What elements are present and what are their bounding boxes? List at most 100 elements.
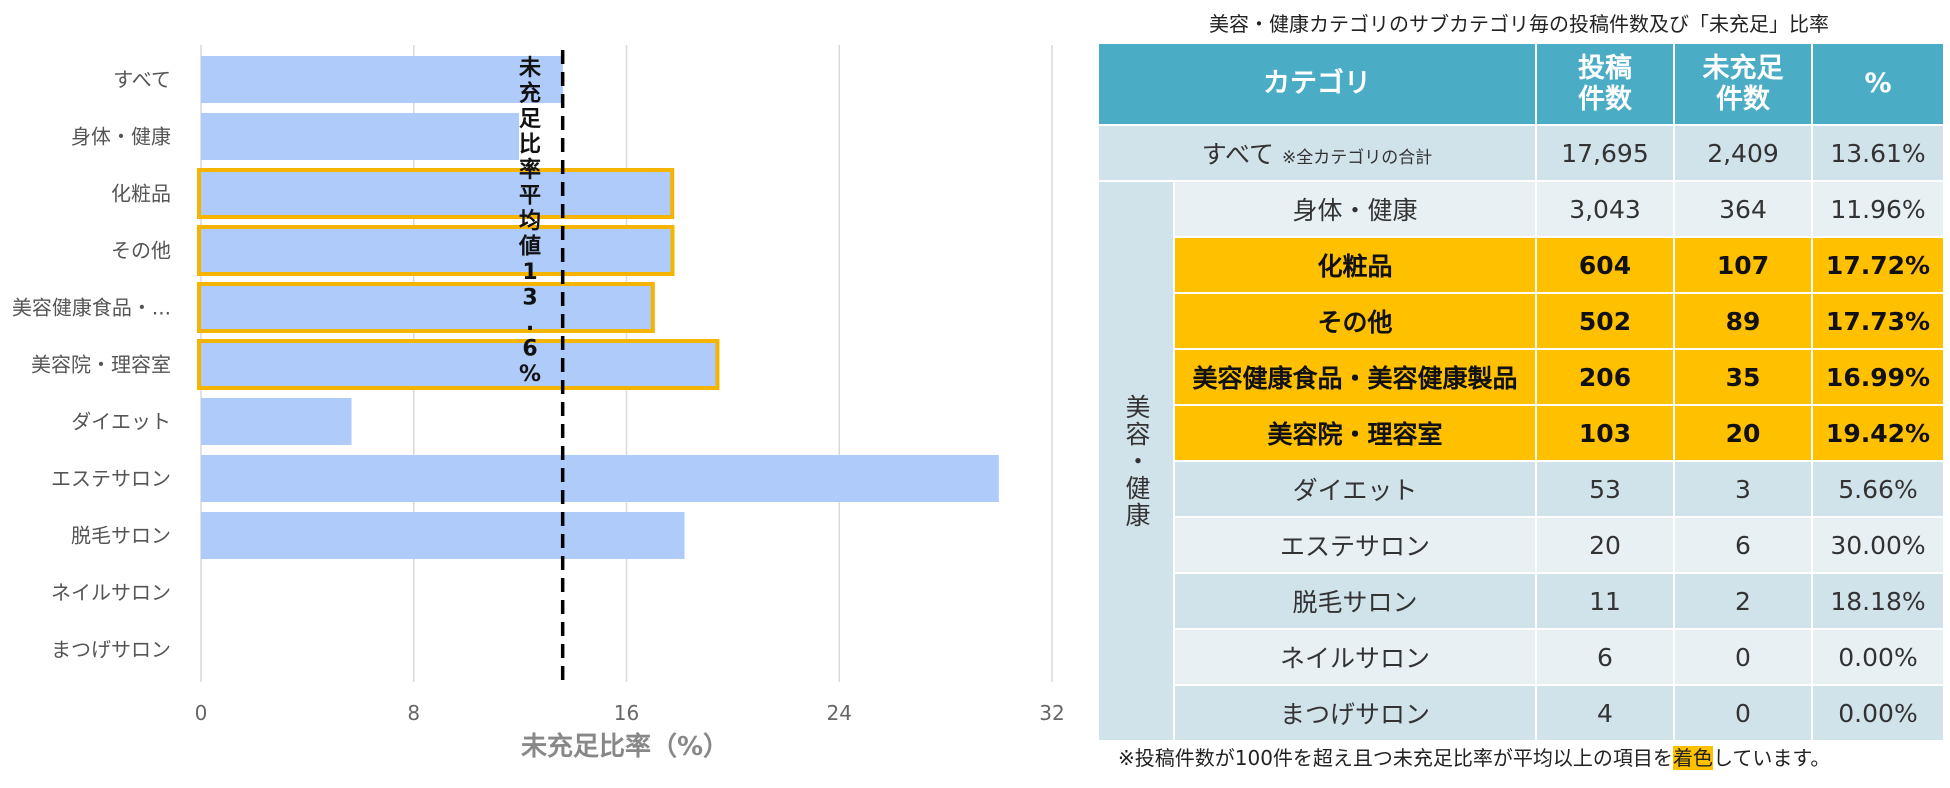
cell-pct: 18.18%	[1811, 572, 1945, 630]
total-posts: 17,695	[1535, 124, 1675, 182]
cell-unmet: 3	[1673, 460, 1813, 518]
cell-category: まつげサロン	[1173, 684, 1537, 742]
table-row: 美容院・理容室 103 20 19.42%	[1098, 404, 1945, 462]
cell-pct: 17.72%	[1811, 236, 1945, 294]
x-tick-label: 0	[195, 701, 208, 725]
category-label: エステサロン	[51, 467, 171, 491]
x-tick-label: 16	[614, 701, 639, 725]
cell-pct: 17.73%	[1811, 292, 1945, 350]
total-label-cell: すべて ※全カテゴリの合計	[1097, 124, 1537, 182]
cell-category: 美容健康食品・美容健康製品	[1173, 348, 1537, 406]
cell-pct: 16.99%	[1811, 348, 1945, 406]
category-label: 身体・健康	[71, 125, 171, 149]
table-row: 化粧品 604 107 17.72%	[1098, 236, 1945, 294]
cell-pct: 5.66%	[1811, 460, 1945, 518]
cell-category: 美容院・理容室	[1173, 404, 1537, 462]
category-label: 美容健康食品・...	[12, 296, 171, 320]
table-row: 美容健康食品・美容健康製品 206 35 16.99%	[1098, 348, 1945, 406]
x-tick-labels: 0 8 16 24 32	[195, 701, 1065, 725]
cell-pct: 0.00%	[1811, 684, 1945, 742]
header-posts: 投稿 件数	[1535, 42, 1675, 126]
bar-highlight-border	[197, 225, 675, 276]
table-row: 美容・健康 身体・健康 3,043 364 11.96%	[1097, 180, 1945, 742]
cell-posts: 103	[1535, 404, 1675, 462]
cell-posts: 4	[1535, 684, 1675, 742]
bar	[201, 341, 718, 388]
reference-label: 未充足比率平均値 1 3. 6%	[518, 56, 541, 387]
table-row: まつげサロン 4 0 0.00%	[1098, 684, 1945, 742]
table-row: 脱毛サロン 11 2 18.18%	[1098, 572, 1945, 630]
cell-posts: 3,043	[1535, 180, 1675, 238]
cell-unmet: 364	[1673, 180, 1813, 238]
cell-unmet: 2	[1673, 572, 1813, 630]
cell-unmet: 6	[1673, 516, 1813, 574]
header-category: カテゴリ	[1097, 42, 1537, 126]
cell-posts: 6	[1535, 628, 1675, 686]
category-label: ダイエット	[71, 410, 171, 434]
bar	[201, 113, 520, 160]
table-header-row: カテゴリ 投稿 件数 未充足 件数 %	[1097, 42, 1945, 126]
category-label: 脱毛サロン	[71, 524, 171, 548]
category-label: ネイルサロン	[51, 581, 171, 605]
header-unmet: 未充足 件数	[1673, 42, 1813, 126]
bar	[201, 455, 999, 502]
bar	[201, 512, 685, 559]
cell-pct: 19.42%	[1811, 404, 1945, 462]
bar	[201, 56, 563, 103]
category-label: その他	[111, 239, 171, 263]
category-label: 美容院・理容室	[31, 353, 171, 377]
cell-unmet: 89	[1673, 292, 1813, 350]
cell-posts: 502	[1535, 292, 1675, 350]
group-label-cell: 美容・健康	[1097, 180, 1175, 742]
table-row: ダイエット 53 3 5.66%	[1098, 460, 1945, 518]
x-tick-label: 8	[407, 701, 420, 725]
bar-highlight-border	[197, 339, 720, 390]
bar	[201, 170, 673, 217]
cell-pct: 30.00%	[1811, 516, 1945, 574]
data-table: カテゴリ 投稿 件数 未充足 件数 % すべて ※全カテゴリの合計 17,695 2…	[1097, 42, 1945, 742]
cell-posts: 11	[1535, 572, 1675, 630]
cell-category: 化粧品	[1173, 236, 1537, 294]
table-title: 美容・健康カテゴリのサブカテゴリ毎の投稿件数及び「未充足」比率	[1209, 12, 1829, 36]
category-label: 化粧品	[111, 182, 171, 206]
x-tick-label: 32	[1039, 701, 1064, 725]
bar	[201, 398, 352, 445]
cell-posts: 604	[1535, 236, 1675, 294]
header-pct: %	[1811, 42, 1945, 126]
bar-series	[197, 56, 999, 559]
cell-category: ネイルサロン	[1173, 628, 1537, 686]
cell-posts: 206	[1535, 348, 1675, 406]
x-tick-label: 24	[827, 701, 852, 725]
cell-category: 脱毛サロン	[1173, 572, 1537, 630]
cell-category: エステサロン	[1173, 516, 1537, 574]
cell-unmet: 0	[1673, 684, 1813, 742]
cell-pct: 0.00%	[1811, 628, 1945, 686]
cell-category: 身体・健康	[1173, 180, 1537, 238]
x-axis-label: 未充足比率（%）	[521, 731, 729, 762]
table-row: ネイルサロン 6 0 0.00%	[1098, 628, 1945, 686]
cell-unmet: 35	[1673, 348, 1813, 406]
category-label: すべて	[113, 68, 171, 92]
cell-category: その他	[1173, 292, 1537, 350]
cell-unmet: 20	[1673, 404, 1813, 462]
table-row-total: すべて ※全カテゴリの合計 17,695 2,409 13.61%	[1097, 124, 1945, 182]
cell-unmet: 107	[1673, 236, 1813, 294]
reference-line-group: 未充足比率平均値 1 3. 6%	[518, 50, 565, 682]
cell-unmet: 0	[1673, 628, 1813, 686]
total-pct: 13.61%	[1811, 124, 1945, 182]
cell-posts: 53	[1535, 460, 1675, 518]
bar-highlight-border	[197, 168, 675, 219]
footnote: ※投稿件数が100件を超え且つ未充足比率が平均以上の項目を着色しています。	[1118, 746, 1831, 770]
total-unmet: 2,409	[1673, 124, 1813, 182]
table-row: その他 502 89 17.73%	[1098, 292, 1945, 350]
cell-pct: 11.96%	[1811, 180, 1945, 238]
bar-highlight-border	[197, 282, 655, 333]
cell-posts: 20	[1535, 516, 1675, 574]
bar	[201, 227, 673, 274]
category-label: まつげサロン	[51, 638, 171, 662]
bar	[201, 284, 653, 331]
table-row: エステサロン 20 6 30.00%	[1098, 516, 1945, 574]
cell-category: ダイエット	[1173, 460, 1537, 518]
